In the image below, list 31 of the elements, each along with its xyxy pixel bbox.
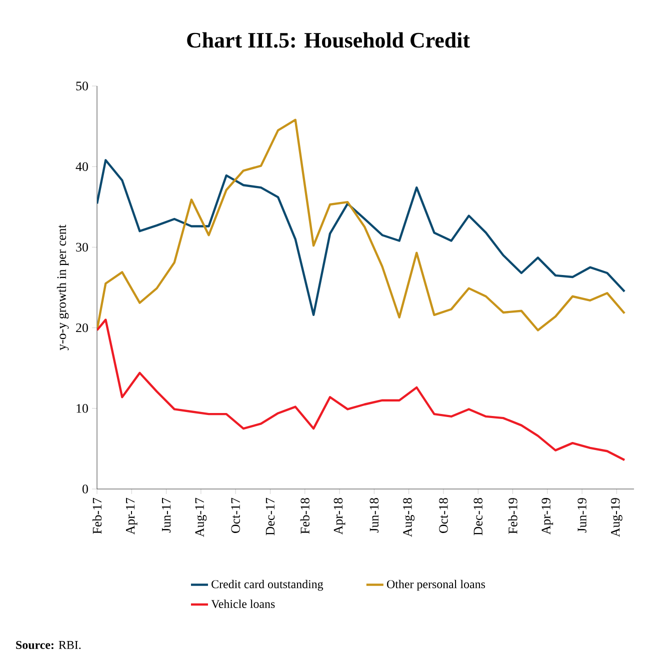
- line-series: [97, 159, 626, 316]
- legend-label: Credit card outstanding: [212, 580, 324, 591]
- x-tick-label: Feb-18: [300, 498, 310, 534]
- y-tick-label: 20: [76, 323, 88, 332]
- x-tick-label: Jun-19: [578, 498, 586, 533]
- x-tick-label: Feb-19: [508, 498, 518, 534]
- line-series: [97, 318, 626, 462]
- y-axis-title: y-o-y growth in per cent: [56, 224, 69, 350]
- x-tick-label: Feb-17: [92, 498, 102, 534]
- x-tick-label: Aug-18: [403, 498, 415, 537]
- x-tick-label: Oct-18: [439, 498, 448, 533]
- x-tick-label: Apr-17: [126, 498, 138, 535]
- y-tick-label: 40: [76, 162, 88, 171]
- text: Source: RBI.: [16, 640, 81, 650]
- chart-title: Chart III.5: Household Credit: [187, 32, 470, 48]
- x-tick-label: Dec-18: [474, 498, 482, 536]
- x-tick-label: Oct-17: [231, 498, 240, 533]
- y-tick-label: 50: [76, 82, 88, 90]
- x-tick-label: Aug-19: [610, 498, 622, 537]
- x-tick-label: Jun-18: [370, 498, 379, 533]
- legend-label: Vehicle loans: [211, 600, 275, 608]
- x-tick-label: Jun-17: [162, 498, 171, 533]
- x-tick-label: Apr-19: [542, 498, 554, 535]
- x-tick-label: Dec-17: [266, 498, 275, 536]
- x-tick-label: Aug-17: [195, 498, 207, 537]
- y-tick-label: 0: [82, 484, 88, 494]
- legend-label: Other personal loans: [386, 580, 486, 591]
- y-tick-label: 30: [76, 242, 88, 252]
- y-tick-label: 10: [76, 404, 88, 413]
- line-series: [97, 118, 626, 332]
- x-tick-label: Apr-18: [334, 498, 346, 535]
